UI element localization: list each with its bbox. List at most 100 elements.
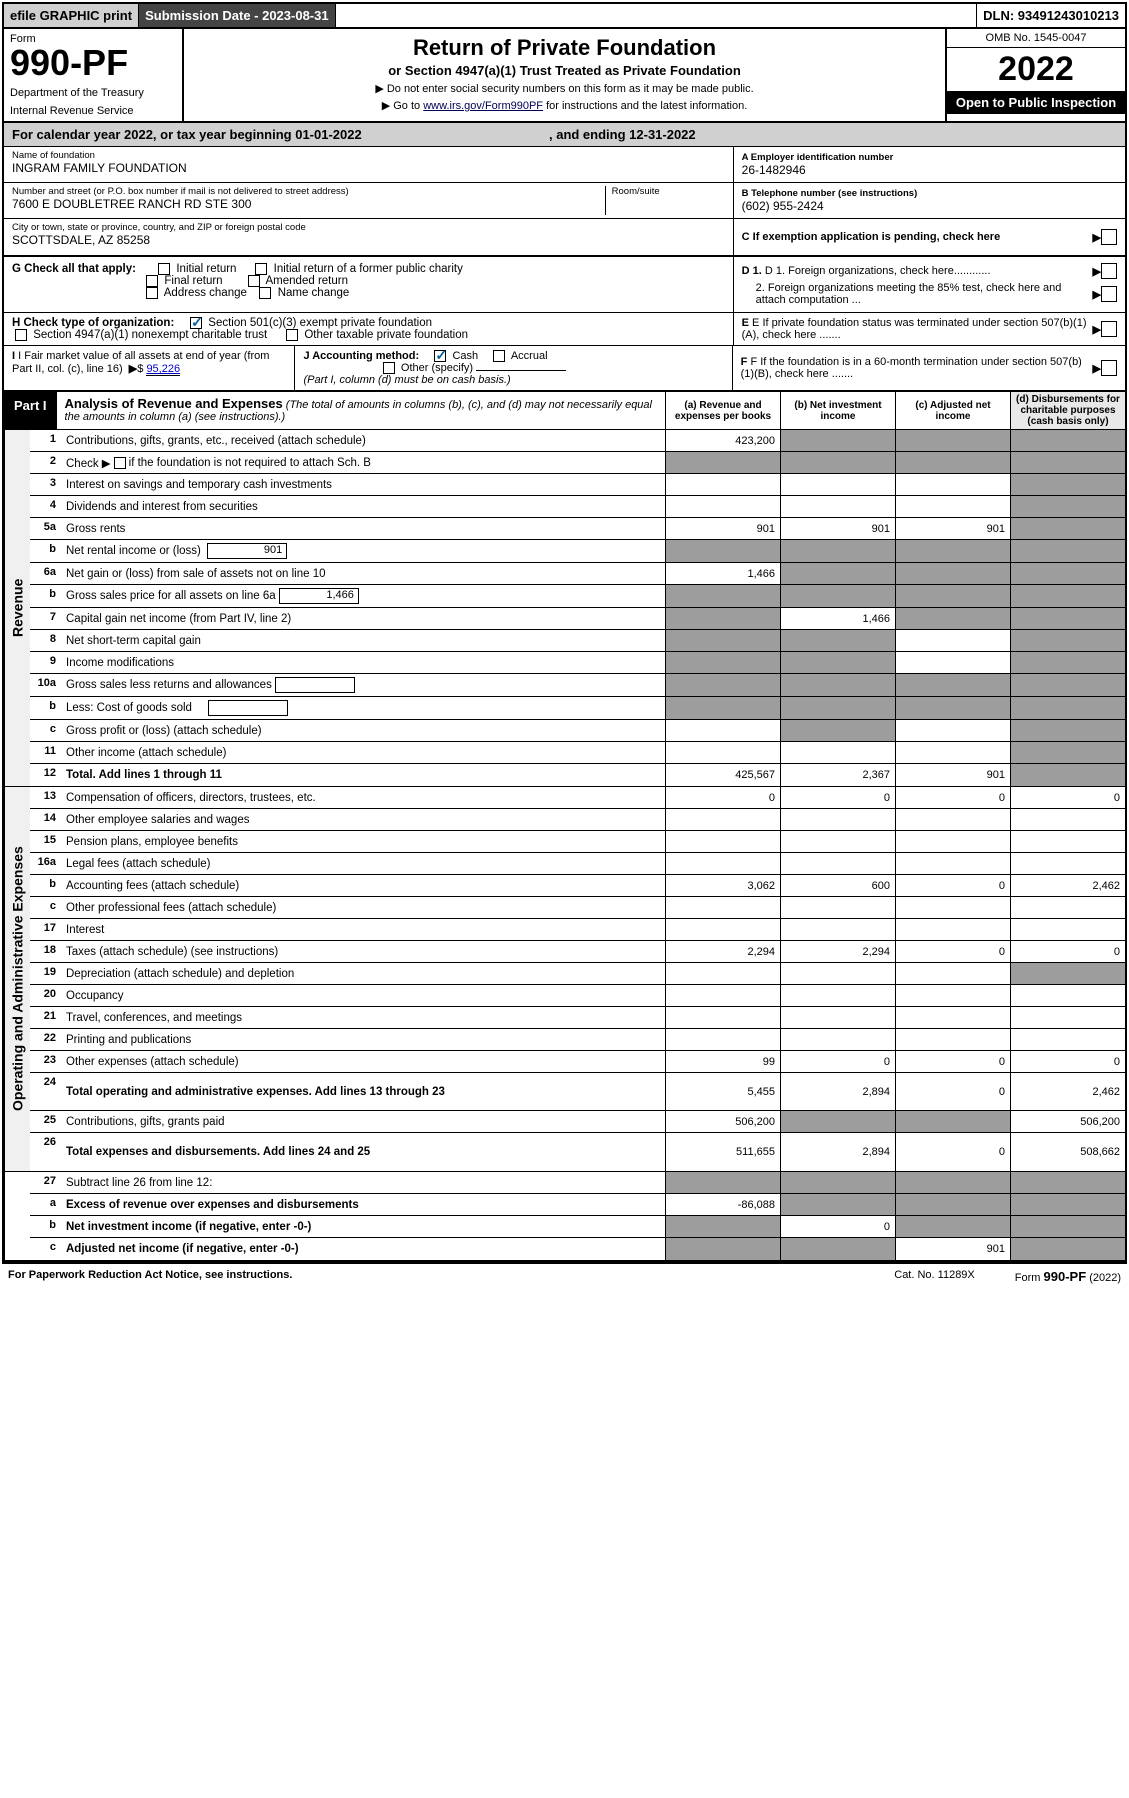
row-10a: 10aGross sales less returns and allowanc…: [30, 674, 1125, 697]
cb-other-taxable[interactable]: [286, 329, 298, 341]
note2-pre: ▶ Go to: [382, 100, 423, 112]
col-c-head: (c) Adjusted net income: [895, 392, 1010, 429]
h2: Section 4947(a)(1) nonexempt charitable …: [33, 329, 267, 341]
cb-addr-change[interactable]: [146, 287, 158, 299]
row-12: 12Total. Add lines 1 through 11425,5672,…: [30, 764, 1125, 786]
cb-f[interactable]: [1101, 360, 1117, 376]
g1: Initial return: [176, 263, 236, 275]
fmv-value[interactable]: 95,226: [146, 363, 180, 376]
cb-schb[interactable]: [114, 457, 126, 469]
revenue-section: Revenue 1Contributions, gifts, grants, e…: [4, 430, 1125, 787]
row-25: 25Contributions, gifts, grants paid506,2…: [30, 1111, 1125, 1133]
row-27: 27Subtract line 26 from line 12:: [30, 1172, 1125, 1194]
h-e-row: H Check type of organization: Section 50…: [4, 313, 1125, 346]
omb-no: OMB No. 1545-0047: [947, 29, 1125, 48]
note-goto: ▶ Go to www.irs.gov/Form990PF for instru…: [192, 99, 937, 112]
name-row: Name of foundation INGRAM FAMILY FOUNDAT…: [4, 147, 733, 183]
header-mid: Return of Private Foundation or Section …: [184, 29, 945, 121]
cb-initial-former[interactable]: [255, 263, 267, 275]
foundation-name: INGRAM FAMILY FOUNDATION: [12, 161, 725, 175]
row-5b: bNet rental income or (loss) 901: [30, 540, 1125, 563]
note-ssn: ▶ Do not enter social security numbers o…: [192, 82, 937, 95]
cb-initial-return[interactable]: [158, 263, 170, 275]
part1-tag: Part I: [4, 392, 57, 429]
g-block: G Check all that apply: Initial return I…: [4, 257, 733, 312]
row-15: 15Pension plans, employee benefits: [30, 831, 1125, 853]
expenses-rows: 13Compensation of officers, directors, t…: [30, 787, 1125, 1171]
room-lbl: Room/suite: [612, 186, 725, 197]
form-subtitle: or Section 4947(a)(1) Trust Treated as P…: [192, 63, 937, 78]
calendar-year-row: For calendar year 2022, or tax year begi…: [4, 123, 1125, 147]
row-21: 21Travel, conferences, and meetings: [30, 1007, 1125, 1029]
h-block: H Check type of organization: Section 50…: [4, 313, 733, 345]
blank-side: [4, 1172, 30, 1260]
cb-other-acct[interactable]: [383, 362, 395, 374]
expenses-side-label: Operating and Administrative Expenses: [4, 787, 30, 1171]
cb-accrual[interactable]: [493, 350, 505, 362]
j-note: (Part I, column (d) must be on cash basi…: [303, 374, 510, 386]
h3: Other taxable private foundation: [304, 329, 468, 341]
d1: D 1. Foreign organizations, check here..…: [765, 265, 991, 277]
f-text: F If the foundation is in a 60-month ter…: [741, 356, 1082, 380]
cb-name-change[interactable]: [259, 287, 271, 299]
row-18: 18Taxes (attach schedule) (see instructi…: [30, 941, 1125, 963]
i-label: I Fair market value of all assets at end…: [12, 350, 269, 375]
g4: Amended return: [266, 275, 348, 287]
row-17: 17Interest: [30, 919, 1125, 941]
calyear-mid: , and ending 12-31-2022: [549, 127, 696, 142]
box-6b: 1,466: [279, 588, 359, 604]
city-row: City or town, state or province, country…: [4, 219, 733, 255]
header-right: OMB No. 1545-0047 2022 Open to Public In…: [945, 29, 1125, 121]
line27-rows: 27Subtract line 26 from line 12: aExcess…: [30, 1172, 1125, 1260]
row-16a: 16aLegal fees (attach schedule): [30, 853, 1125, 875]
c-checkbox[interactable]: [1101, 229, 1117, 245]
cb-e[interactable]: [1101, 321, 1117, 337]
line27-section: 27Subtract line 26 from line 12: aExcess…: [4, 1172, 1125, 1262]
cb-501c3[interactable]: [190, 317, 202, 329]
note2-post: for instructions and the latest informat…: [543, 100, 747, 112]
cb-4947[interactable]: [15, 329, 27, 341]
row-4: 4Dividends and interest from securities: [30, 496, 1125, 518]
j1: Cash: [452, 350, 478, 362]
row-16c: cOther professional fees (attach schedul…: [30, 897, 1125, 919]
form990pf-link[interactable]: www.irs.gov/Form990PF: [423, 100, 543, 112]
cb-d2[interactable]: [1101, 286, 1117, 302]
cb-final-return[interactable]: [146, 275, 158, 287]
j2: Accrual: [511, 350, 548, 362]
i-j-f-row: I I Fair market value of all assets at e…: [4, 346, 1125, 392]
city-lbl: City or town, state or province, country…: [12, 222, 725, 233]
box-10a: [275, 677, 355, 693]
h1: Section 501(c)(3) exempt private foundat…: [208, 317, 432, 329]
row-19: 19Depreciation (attach schedule) and dep…: [30, 963, 1125, 985]
cb-cash[interactable]: [434, 350, 446, 362]
box-10b: [208, 700, 288, 716]
revenue-side-label: Revenue: [4, 430, 30, 786]
a-lbl: A Employer identification number: [742, 152, 1117, 163]
form-number: 990-PF: [10, 45, 176, 81]
name-lbl: Name of foundation: [12, 150, 725, 161]
col-d-head: (d) Disbursements for charitable purpose…: [1010, 392, 1125, 429]
efile-label: efile GRAPHIC print: [4, 4, 139, 27]
row-24: 24Total operating and administrative exp…: [30, 1073, 1125, 1111]
j-block: J Accounting method: Cash Accrual Other …: [295, 346, 732, 390]
col-a-head: (a) Revenue and expenses per books: [665, 392, 780, 429]
row-14: 14Other employee salaries and wages: [30, 809, 1125, 831]
row-27a: aExcess of revenue over expenses and dis…: [30, 1194, 1125, 1216]
cb-d1[interactable]: [1101, 263, 1117, 279]
row-1: 1Contributions, gifts, grants, etc., rec…: [30, 430, 1125, 452]
revenue-rows: 1Contributions, gifts, grants, etc., rec…: [30, 430, 1125, 786]
entity-left: Name of foundation INGRAM FAMILY FOUNDAT…: [4, 147, 733, 255]
row-10b: bLess: Cost of goods sold: [30, 697, 1125, 720]
g-d-row: G Check all that apply: Initial return I…: [4, 257, 1125, 313]
row-11: 11Other income (attach schedule): [30, 742, 1125, 764]
g2: Initial return of a former public charit…: [274, 263, 463, 275]
ein-val: 26-1482946: [742, 163, 1117, 177]
cb-amended[interactable]: [248, 275, 260, 287]
f-block: F F If the foundation is in a 60-month t…: [733, 346, 1125, 390]
j-label: J Accounting method:: [303, 350, 419, 362]
submission-date: Submission Date - 2023-08-31: [139, 4, 336, 27]
form-container: efile GRAPHIC print Submission Date - 20…: [2, 2, 1127, 1264]
row-27b: bNet investment income (if negative, ent…: [30, 1216, 1125, 1238]
h-label: H Check type of organization:: [12, 317, 174, 329]
entity-right: A Employer identification number 26-1482…: [733, 147, 1125, 255]
